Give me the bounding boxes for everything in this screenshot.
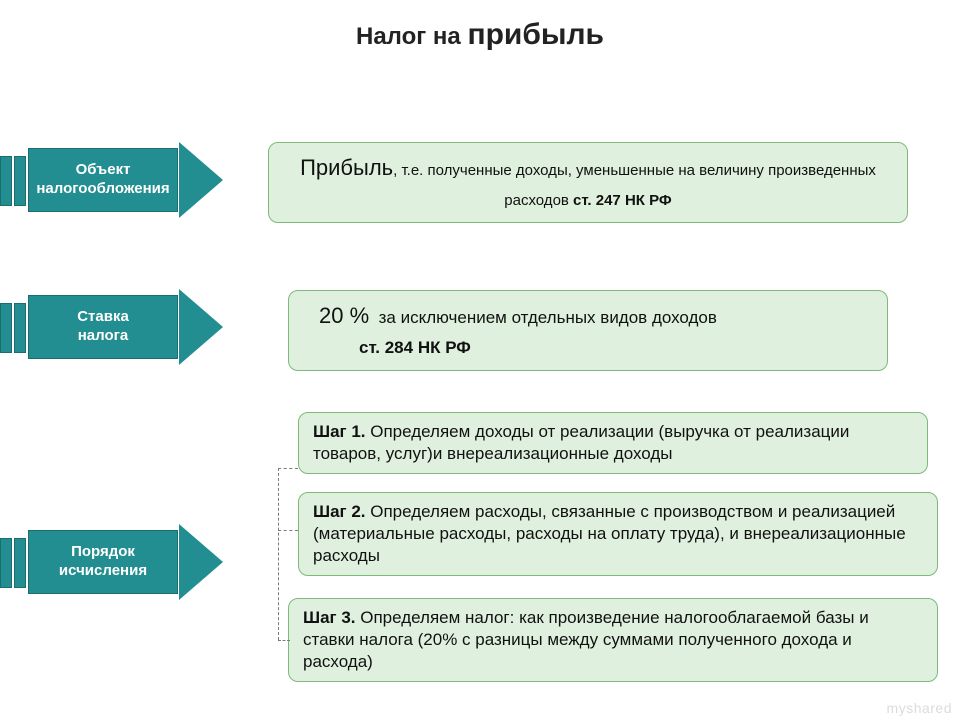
title-prefix: Налог на (356, 23, 467, 50)
connector-horizontal (278, 530, 298, 531)
category-arrow-object: Объект налогообложения (0, 148, 230, 212)
info-box-content: Прибыль, т.е. полученные доходы, уменьше… (300, 155, 876, 210)
title-main: прибыль (467, 18, 604, 51)
info-box-object: Прибыль, т.е. полученные доходы, уменьше… (268, 142, 908, 223)
info-box-rate: 20 % за исключением отдельных видов дохо… (288, 290, 888, 371)
info-box-content: 20 % за исключением отдельных видов дохо… (319, 308, 717, 357)
step-box-1: Шаг 1. Определяем доходы от реализации (… (298, 412, 928, 474)
step-label: Шаг 1. (313, 422, 366, 441)
step-text: Определяем налог: как произведение налог… (303, 608, 869, 671)
category-label: Ставка налога (28, 295, 178, 359)
step-label: Шаг 3. (303, 608, 356, 627)
category-arrow-procedure: Порядок исчисления (0, 530, 230, 594)
connector-horizontal (278, 640, 290, 641)
arrow-stripe (0, 538, 12, 588)
step-text: Определяем расходы, связанные с производ… (313, 502, 906, 565)
arrow-stripe (14, 303, 26, 353)
arrow-stripe (0, 303, 12, 353)
category-label: Порядок исчисления (28, 530, 178, 594)
arrow-head-icon (179, 289, 223, 365)
category-arrow-rate: Ставка налога (0, 295, 230, 359)
step-box-3: Шаг 3. Определяем налог: как произведени… (288, 598, 938, 682)
step-box-2: Шаг 2. Определяем расходы, связанные с п… (298, 492, 938, 576)
connector-horizontal (278, 468, 298, 469)
arrow-head-icon (179, 142, 223, 218)
connector-vertical (278, 468, 279, 640)
arrow-head-icon (179, 524, 223, 600)
page-title: Налог на прибыль (0, 18, 960, 52)
step-text: Определяем доходы от реализации (выручка… (313, 422, 849, 463)
arrow-stripe (0, 156, 12, 206)
watermark: myshared (887, 700, 952, 716)
arrow-stripe (14, 156, 26, 206)
category-label: Объект налогообложения (28, 148, 178, 212)
arrow-stripe (14, 538, 26, 588)
step-label: Шаг 2. (313, 502, 366, 521)
